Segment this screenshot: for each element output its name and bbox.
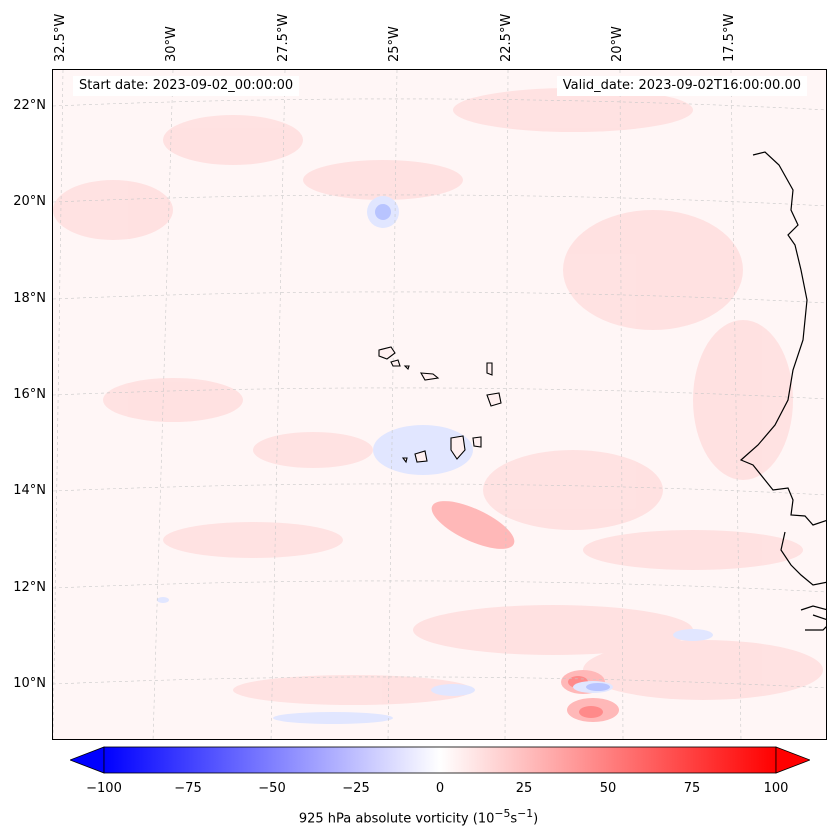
colorbar-tick-label: −100 <box>86 781 122 796</box>
colorbar-label-exp2: −1 <box>517 807 534 820</box>
lat-label-22n: 22°N <box>13 98 46 113</box>
lon-label-25w: 25°W <box>387 26 402 62</box>
colorbar-label-main: 925 hPa absolute vorticity (10 <box>298 811 495 827</box>
colorbar-tick-label: −75 <box>174 781 202 796</box>
colorbar-label: 925 hPa absolute vorticity (10−5s−1) <box>0 807 837 826</box>
colorbar-tick-label: −25 <box>342 781 370 796</box>
lat-label-12n: 12°N <box>13 580 46 595</box>
lon-label-22-5w: 22.5°W <box>499 13 514 62</box>
colorbar <box>70 746 810 774</box>
colorbar-tick-label: 75 <box>683 781 701 796</box>
lon-label-32-5w: 32.5°W <box>53 13 68 62</box>
lat-label-20n: 20°N <box>13 194 46 209</box>
cape-verde-islands <box>378 346 502 464</box>
colorbar-label-end: ) <box>533 811 539 827</box>
colorbar-tick-label: 25 <box>515 781 533 796</box>
colorbar-label-exp1: −5 <box>494 807 511 820</box>
lon-label-27-5w: 27.5°W <box>276 13 291 62</box>
graticule <box>53 70 826 739</box>
colorbar-low-extend-arrow <box>70 746 105 774</box>
lat-label-14n: 14°N <box>13 483 46 498</box>
lat-label-10n: 10°N <box>13 676 46 691</box>
lon-label-17-5w: 17.5°W <box>722 13 737 62</box>
colorbar-high-extend-arrow <box>775 746 810 774</box>
lat-label-18n: 18°N <box>13 291 46 306</box>
colorbar-label-mid: s <box>510 811 518 827</box>
colorbar-tick-label: −50 <box>258 781 286 796</box>
lon-label-20w: 20°W <box>610 26 625 62</box>
start-date-label: Start date: 2023-09-02_00:00:00 <box>73 76 300 96</box>
strong-negative-vorticity <box>375 204 610 691</box>
colorbar-tick-label: 50 <box>599 781 617 796</box>
coastline <box>739 151 826 631</box>
vorticity-map <box>53 70 826 739</box>
lon-label-30w: 30°W <box>164 26 179 62</box>
colorbar-tick-label: 0 <box>435 781 445 796</box>
map-frame[interactable] <box>52 69 827 740</box>
lat-label-16n: 16°N <box>13 387 46 402</box>
positive-vorticity-patches <box>53 88 823 705</box>
valid-date-label: Valid_date: 2023-09-02T16:00:00.00 <box>556 76 807 96</box>
colorbar-gradient <box>103 746 777 774</box>
colorbar-tick-label: 100 <box>763 781 789 796</box>
